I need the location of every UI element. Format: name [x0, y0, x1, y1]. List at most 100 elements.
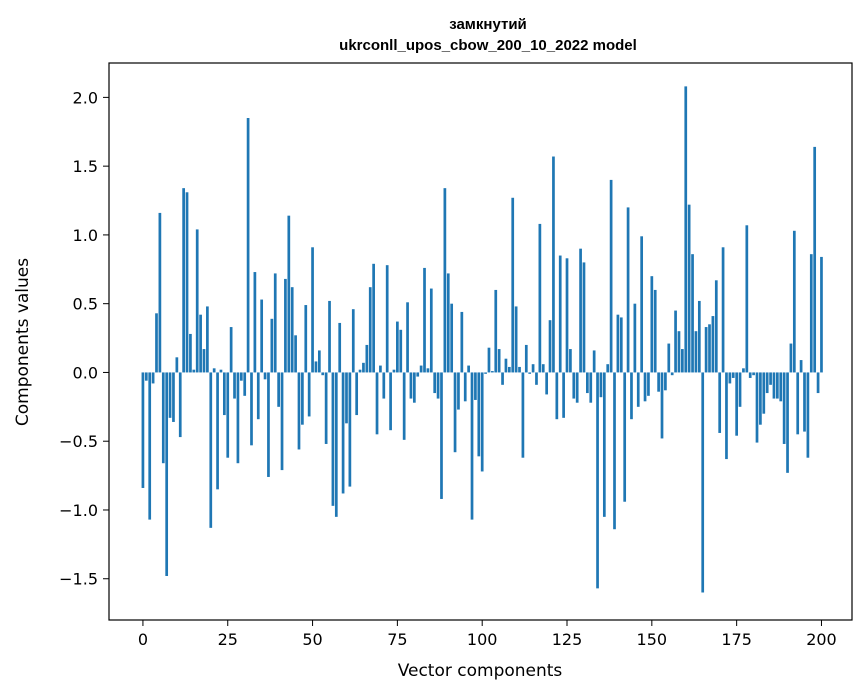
bar-130 [582, 262, 586, 373]
bar-157 [674, 310, 677, 373]
bar-155 [667, 343, 671, 373]
bar-42 [284, 278, 287, 373]
bar-100 [480, 372, 484, 472]
bar-146 [636, 372, 640, 407]
bar-66 [365, 344, 369, 373]
x-tick-label: 0 [138, 630, 148, 649]
bar-51 [314, 361, 318, 373]
bar-34 [256, 372, 260, 420]
bar-199 [816, 372, 820, 394]
y-tick-label: −1.0 [59, 501, 98, 520]
bar-143 [626, 207, 630, 373]
bar-178 [745, 225, 749, 373]
bar-156 [670, 372, 674, 376]
bar-108 [507, 366, 511, 373]
bar-176 [738, 372, 742, 407]
x-tick-label: 25 [218, 630, 238, 649]
bar-88 [440, 372, 443, 499]
bar-186 [772, 372, 776, 399]
bar-58 [338, 322, 342, 373]
bar-152 [657, 372, 660, 392]
bar-190 [786, 372, 789, 473]
bar-184 [765, 372, 769, 394]
bar-120 [548, 320, 552, 373]
bar-35 [260, 299, 264, 373]
bar-173 [728, 372, 732, 384]
y-tick-label: 1.5 [73, 157, 98, 176]
bar-95 [463, 372, 467, 402]
y-axis-ticks: −1.5 −1.0 −0.5 0.0 0.5 1.0 1.5 2.0 [59, 88, 109, 589]
bar-72 [385, 265, 389, 373]
bar-62 [351, 309, 355, 373]
bar-55 [328, 300, 331, 373]
bar-93 [457, 372, 460, 410]
bar-196 [806, 372, 810, 458]
bar-33 [253, 272, 257, 373]
bar-101 [484, 372, 487, 374]
bar-1 [144, 372, 148, 381]
bar-83 [423, 267, 426, 373]
bar-92 [453, 372, 457, 453]
bar-90 [446, 273, 450, 373]
bar-7 [165, 372, 169, 576]
bar-5 [158, 212, 162, 373]
bar-193 [796, 372, 800, 435]
bar-14 [189, 333, 192, 373]
bar-150 [650, 276, 654, 373]
bar-19 [206, 306, 209, 373]
bar-22 [216, 372, 219, 490]
bar-21 [212, 368, 216, 373]
plot-frame [108, 62, 853, 621]
bar-115 [531, 364, 535, 373]
bar-46 [297, 372, 301, 450]
bar-170 [718, 372, 722, 433]
bar-71 [382, 372, 386, 399]
bar-74 [392, 369, 396, 373]
bar-180 [752, 372, 755, 376]
bar-140 [616, 314, 620, 373]
bar-97 [470, 372, 474, 520]
bar-168 [711, 316, 715, 373]
bar-129 [579, 248, 582, 373]
bar-2 [148, 372, 152, 520]
bar-76 [399, 329, 403, 373]
bar-96 [467, 365, 470, 373]
bar-145 [633, 303, 637, 373]
bar-10 [175, 357, 179, 373]
bar-141 [619, 317, 623, 373]
bar-73 [389, 372, 392, 431]
bar-36 [263, 372, 267, 380]
bars-group [141, 86, 823, 593]
bar-134 [596, 372, 599, 589]
bar-194 [799, 360, 803, 373]
bar-12 [182, 188, 185, 373]
bar-91 [450, 303, 454, 373]
bar-61 [348, 372, 352, 487]
bar-189 [782, 372, 786, 444]
y-axis-label: Components values [13, 258, 33, 426]
bar-37 [267, 372, 270, 477]
bar-27 [233, 372, 236, 399]
bar-49 [307, 372, 311, 417]
bar-4 [155, 313, 158, 373]
bar-63 [355, 372, 359, 416]
bar-99 [477, 372, 481, 457]
bar-111 [518, 366, 521, 373]
bar-44 [290, 287, 294, 373]
bar-135 [599, 372, 603, 398]
bar-174 [731, 372, 735, 378]
y-tick-label: 2.0 [73, 88, 98, 107]
x-tick-label: 200 [806, 630, 837, 649]
bar-136 [602, 372, 606, 517]
bar-32 [250, 372, 253, 446]
bar-109 [511, 197, 515, 373]
bar-82 [419, 365, 423, 373]
bar-103 [491, 371, 494, 373]
bar-86 [433, 372, 437, 394]
bar-137 [606, 364, 610, 373]
bar-131 [586, 372, 589, 394]
bar-64 [358, 369, 362, 373]
bar-11 [178, 372, 182, 438]
bar-6 [161, 372, 165, 464]
x-tick-label: 50 [302, 630, 322, 649]
